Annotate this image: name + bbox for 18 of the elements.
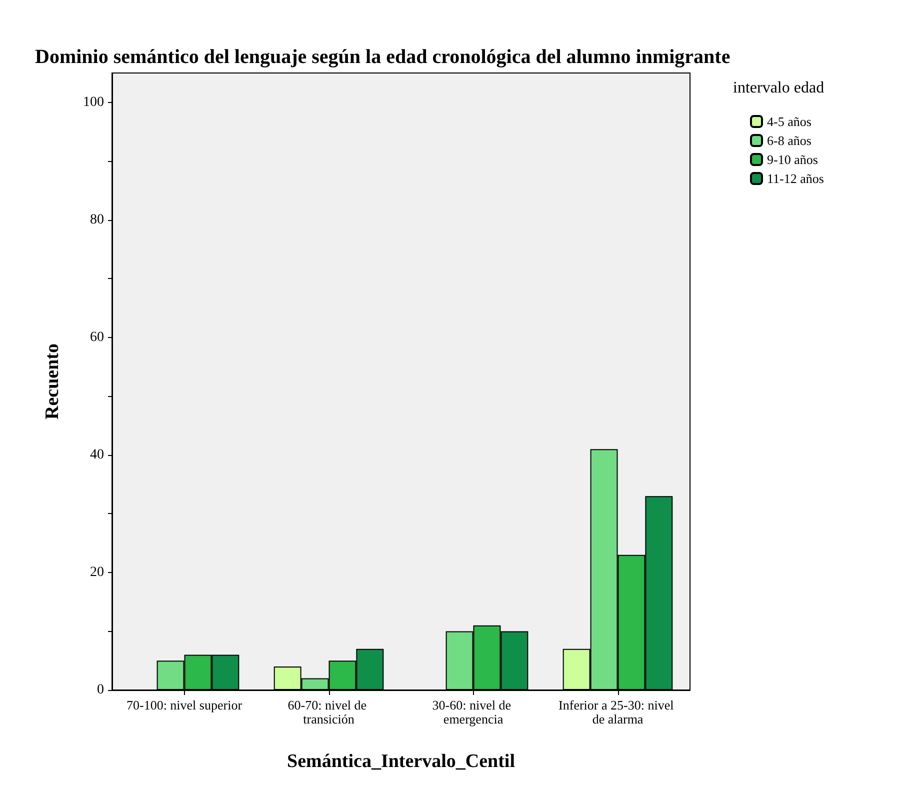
y-tick-label: 100 bbox=[83, 94, 104, 110]
legend-title: intervalo edad bbox=[733, 80, 824, 96]
legend-label: 9-10 años bbox=[767, 152, 818, 167]
x-tick-label: 60-70: nivel de transición bbox=[288, 698, 370, 726]
x-tick-label: Inferior a 25-30: nivel de alarma bbox=[558, 698, 677, 726]
legend-label: 11-12 años bbox=[767, 171, 824, 186]
y-tick-label: 60 bbox=[90, 330, 104, 345]
y-tick-label: 0 bbox=[97, 682, 104, 698]
x-tick-label: 30-60: nivel de emergencia bbox=[432, 698, 514, 726]
y-tick-label: 40 bbox=[90, 447, 104, 462]
x-axis-title: Semántica_Intervalo_Centil bbox=[287, 751, 515, 772]
x-tick-label: 70-100: nivel superior bbox=[126, 698, 243, 712]
legend-label: 4-5 años bbox=[767, 114, 812, 129]
chart-title: Dominio semántico del lenguaje según la edad cronológica del alumno inmigrante bbox=[35, 46, 730, 68]
y-tick-label: 20 bbox=[90, 564, 104, 580]
y-axis-title: Recuento bbox=[42, 344, 63, 420]
y-tick-label: 80 bbox=[90, 212, 104, 228]
legend-label: 6-8 años bbox=[767, 133, 812, 148]
